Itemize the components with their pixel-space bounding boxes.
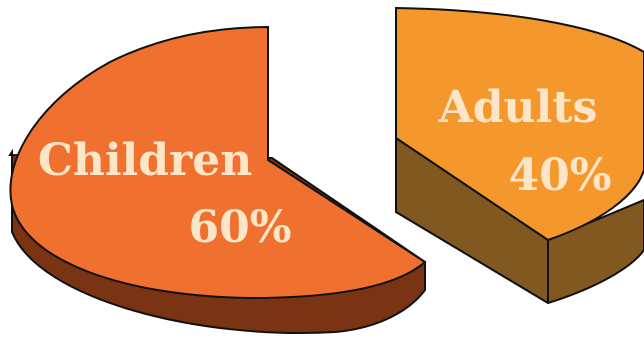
- slice-label-adults: Adults: [438, 82, 598, 133]
- slice-value-adults: 40%: [508, 150, 611, 201]
- slice-top-children: [9, 25, 427, 300]
- slice-value-children: 60%: [188, 202, 291, 253]
- pie-slice-children: [8, 25, 427, 334]
- slice-label-children: Children: [38, 135, 252, 186]
